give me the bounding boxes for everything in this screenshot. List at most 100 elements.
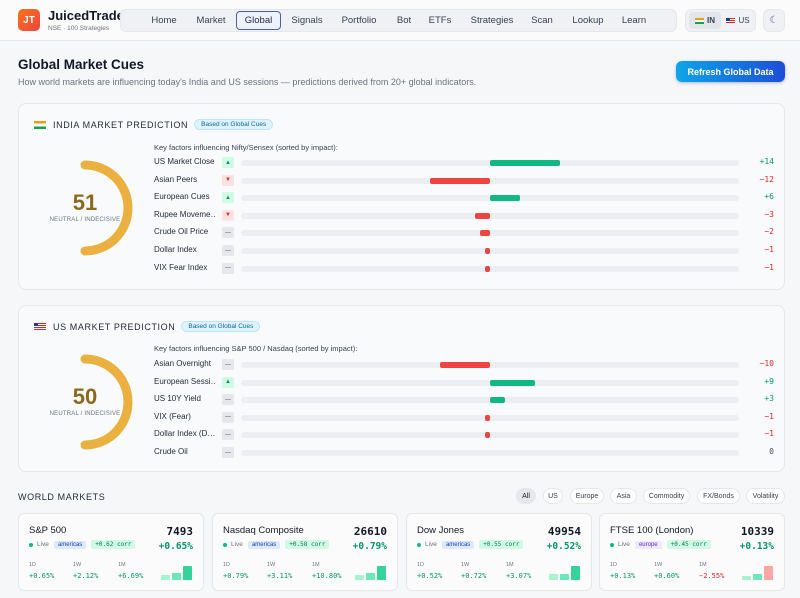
factor-value: −12 xyxy=(759,174,774,184)
refresh-global-data-button[interactable]: Refresh Global Data xyxy=(676,61,785,82)
period-label: 1D xyxy=(417,562,425,568)
factor-row: European Sessi… ▲ +9 xyxy=(154,376,774,389)
factor-impact-track xyxy=(241,362,739,368)
nav-signals[interactable]: Signals xyxy=(291,15,323,26)
arrow-down-icon: ▼ xyxy=(222,209,234,221)
dash-icon: — xyxy=(222,359,234,370)
main-nav: Home Market Global Signals Portfolio Bot… xyxy=(120,9,677,32)
filter-all[interactable]: All xyxy=(516,488,536,504)
factor-value: −1 xyxy=(764,411,774,421)
factor-impact-track xyxy=(241,212,739,219)
india-flag-icon xyxy=(695,17,704,24)
region-in-button[interactable]: IN xyxy=(689,12,721,29)
sparkline-bar xyxy=(183,566,192,580)
market-card[interactable]: Nasdaq Composite 26610 Live americas +0.58 c… xyxy=(212,513,398,591)
performance-sparkline xyxy=(161,566,193,580)
arrow-down-icon: ▼ xyxy=(222,174,234,186)
dash-icon: — xyxy=(222,394,234,406)
period-label: 1M xyxy=(312,562,320,568)
us-verdict: NEUTRAL / INDECISIVE xyxy=(49,411,121,417)
market-change: +0.65% xyxy=(158,541,193,552)
market-name: Dow Jones xyxy=(417,525,464,536)
filter-us[interactable]: US xyxy=(543,488,563,504)
filter-europe[interactable]: Europe xyxy=(570,488,604,504)
gauge-arc xyxy=(80,160,133,256)
nav-learn[interactable]: Learn xyxy=(621,15,647,26)
factor-value: +14 xyxy=(759,157,774,166)
factor-impact-track xyxy=(241,230,739,237)
india-verdict: NEUTRAL / INDECISIVE xyxy=(49,217,121,223)
sparkline-bar xyxy=(355,575,364,580)
period-label: 1D xyxy=(29,562,37,568)
factor-impact-bar xyxy=(485,432,490,439)
region-toggle: IN US xyxy=(685,9,756,32)
factor-impact-bar xyxy=(490,397,505,404)
sparkline-bar xyxy=(172,572,181,580)
factor-value: +3 xyxy=(764,394,774,404)
status-label: Live xyxy=(231,541,243,548)
region-us-button[interactable]: US xyxy=(722,12,754,29)
factor-impact-bar xyxy=(485,248,490,254)
dash-icon: — xyxy=(222,429,234,441)
sparkline-bar xyxy=(549,574,558,580)
nav-etfs[interactable]: ETFs xyxy=(428,15,452,26)
nav-bot[interactable]: Bot xyxy=(396,15,412,26)
factor-value: −2 xyxy=(764,227,774,237)
nav-lookup[interactable]: Lookup xyxy=(572,15,604,26)
factor-name: Asian Overnight xyxy=(154,359,211,368)
period-label: 1D xyxy=(610,562,618,568)
filter-fx-bonds[interactable]: FX/Bonds xyxy=(697,488,740,504)
period-label: 1M xyxy=(118,562,126,568)
us-factors-label: Key factors influencing S&P 500 / Nasdaq… xyxy=(154,344,358,353)
market-status: Live americas +0.58 corr xyxy=(223,540,330,549)
market-card[interactable]: Dow Jones 49954 Live americas +0.55 corr +0.5… xyxy=(406,513,592,591)
arrow-up-icon: ▲ xyxy=(222,157,234,168)
factor-name: European Cues xyxy=(154,192,210,202)
factor-name: Asian Peers xyxy=(154,174,198,184)
nav-home[interactable]: Home xyxy=(151,15,177,26)
page-subtitle: How world markets are influencing today'… xyxy=(18,77,477,87)
india-prediction-card: INDIA MARKET PREDICTION Based on Global … xyxy=(18,103,785,290)
factor-impact-track xyxy=(241,450,739,456)
us-flag-icon xyxy=(726,17,736,24)
region-us-label: US xyxy=(738,16,750,25)
filter-commodity[interactable]: Commodity xyxy=(643,488,690,504)
sparkline-bar xyxy=(560,573,569,580)
factor-row: Crude Oil Price — −2 xyxy=(154,227,774,239)
performance-sparkline xyxy=(549,566,581,580)
factor-row: Rupee Moveme… ▼ −3 xyxy=(154,209,774,222)
factor-row: Dollar Index — −1 xyxy=(154,245,774,257)
market-status: Live americas +0.55 corr xyxy=(417,540,524,549)
india-factors-label: Key factors influencing Nifty/Sensex (so… xyxy=(154,143,338,152)
market-name: S&P 500 xyxy=(29,525,67,536)
correlation-tag: +0.55 corr xyxy=(479,540,524,549)
factor-impact-bar xyxy=(475,212,490,219)
status-label: Live xyxy=(37,541,49,548)
factor-impact-bar xyxy=(485,265,490,272)
period-value: −2.55% xyxy=(699,572,725,580)
logo: JT xyxy=(18,9,40,31)
india-flag-icon xyxy=(34,120,46,129)
global-cues-badge: Based on Global Cues xyxy=(194,119,274,130)
period-label: 1W xyxy=(267,562,276,568)
period-value: +0.13% xyxy=(610,572,636,580)
factor-impact-bar xyxy=(440,362,490,368)
theme-toggle-button[interactable]: ☾ xyxy=(763,9,785,32)
nav-strategies[interactable]: Strategies xyxy=(470,15,514,26)
filter-volatility[interactable]: Volatility xyxy=(746,488,785,504)
factor-impact-track xyxy=(241,160,739,166)
filter-asia[interactable]: Asia xyxy=(610,488,637,504)
status-label: Live xyxy=(618,541,630,548)
nav-scan[interactable]: Scan xyxy=(531,15,553,26)
nav-portfolio[interactable]: Portfolio xyxy=(341,15,377,26)
top-bar: JT JuicedTrade NSE · 100 Strategies Home… xyxy=(0,0,800,41)
arrow-up-icon: ▲ xyxy=(222,192,234,204)
factor-impact-track xyxy=(241,432,739,439)
period-label: 1W xyxy=(73,562,82,568)
nav-global[interactable]: Global xyxy=(236,11,281,30)
sparkline-bar xyxy=(571,566,580,580)
nav-market[interactable]: Market xyxy=(196,15,226,26)
period-value: +0.52% xyxy=(417,572,443,580)
market-card[interactable]: S&P 500 7493 Live americas +0.62 corr +0.65% 1… xyxy=(18,513,204,591)
market-card[interactable]: FTSE 100 (London) 10339 Live europe +0.45 co… xyxy=(599,513,785,591)
